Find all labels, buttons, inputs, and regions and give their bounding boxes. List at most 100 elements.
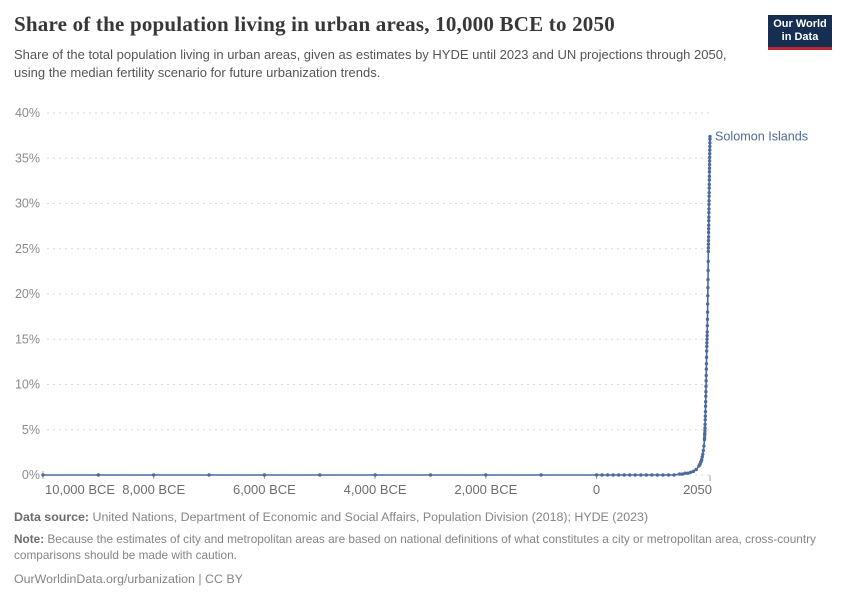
- data-point[interactable]: [628, 473, 632, 477]
- data-point[interactable]: [706, 230, 711, 235]
- data-point[interactable]: [706, 235, 711, 239]
- data-point[interactable]: [703, 404, 708, 408]
- data-point[interactable]: [706, 242, 711, 246]
- data-point[interactable]: [705, 323, 710, 328]
- data-point[interactable]: [702, 444, 706, 448]
- data-point[interactable]: [704, 394, 708, 398]
- data-point[interactable]: [703, 399, 708, 404]
- data-point[interactable]: [539, 473, 543, 477]
- data-point[interactable]: [633, 473, 637, 477]
- data-point[interactable]: [707, 162, 712, 167]
- data-point[interactable]: [701, 452, 705, 456]
- data-point[interactable]: [705, 317, 710, 322]
- data-point[interactable]: [703, 414, 708, 418]
- data-point[interactable]: [616, 473, 621, 477]
- data-point[interactable]: [705, 302, 710, 306]
- data-point[interactable]: [708, 152, 712, 156]
- data-point[interactable]: [622, 473, 626, 477]
- data-point[interactable]: [707, 170, 712, 174]
- data-point[interactable]: [262, 473, 267, 477]
- data-point[interactable]: [688, 470, 693, 474]
- data-point[interactable]: [318, 473, 322, 477]
- data-point[interactable]: [707, 182, 711, 187]
- data-point[interactable]: [605, 473, 610, 477]
- data-point[interactable]: [373, 473, 377, 477]
- data-point[interactable]: [683, 471, 687, 475]
- data-point[interactable]: [708, 134, 712, 139]
- data-point[interactable]: [707, 155, 712, 160]
- data-point[interactable]: [611, 473, 615, 477]
- data-point[interactable]: [704, 367, 709, 371]
- data-point[interactable]: [704, 373, 708, 378]
- data-point[interactable]: [686, 471, 690, 475]
- data-point[interactable]: [700, 455, 704, 459]
- data-point[interactable]: [639, 473, 643, 477]
- data-point[interactable]: [707, 174, 712, 179]
- data-point[interactable]: [691, 469, 696, 474]
- data-point[interactable]: [707, 159, 712, 163]
- data-point[interactable]: [704, 384, 708, 389]
- data-point[interactable]: [666, 473, 671, 477]
- data-point[interactable]: [706, 294, 710, 298]
- data-point[interactable]: [694, 467, 698, 472]
- data-point[interactable]: [702, 436, 707, 440]
- data-point[interactable]: [705, 341, 709, 345]
- data-point[interactable]: [706, 277, 710, 282]
- data-point[interactable]: [701, 448, 706, 453]
- data-point[interactable]: [706, 227, 711, 231]
- data-point[interactable]: [655, 473, 660, 477]
- data-point[interactable]: [41, 473, 45, 477]
- data-point[interactable]: [706, 285, 710, 290]
- data-point[interactable]: [644, 473, 649, 477]
- data-point[interactable]: [152, 473, 156, 477]
- data-point[interactable]: [703, 428, 707, 433]
- data-point[interactable]: [705, 337, 709, 341]
- data-point[interactable]: [707, 207, 711, 211]
- data-point[interactable]: [705, 344, 709, 349]
- data-point[interactable]: [707, 186, 711, 190]
- data-point[interactable]: [594, 473, 599, 477]
- data-point[interactable]: [484, 473, 488, 477]
- data-point[interactable]: [706, 249, 711, 254]
- data-point[interactable]: [704, 390, 708, 394]
- data-point[interactable]: [707, 210, 711, 215]
- data-point[interactable]: [706, 246, 711, 250]
- data-point[interactable]: [650, 473, 654, 477]
- data-point[interactable]: [707, 166, 712, 170]
- data-point[interactable]: [661, 473, 665, 477]
- entity-label[interactable]: Solomon Islands: [715, 130, 808, 144]
- data-point[interactable]: [708, 144, 712, 149]
- data-point[interactable]: [704, 355, 709, 360]
- data-point[interactable]: [96, 473, 101, 477]
- data-point[interactable]: [428, 473, 433, 477]
- data-point[interactable]: [707, 190, 711, 195]
- data-point[interactable]: [707, 223, 711, 227]
- data-point[interactable]: [707, 194, 711, 198]
- data-point[interactable]: [677, 472, 682, 476]
- data-point[interactable]: [704, 349, 709, 353]
- data-point[interactable]: [708, 137, 712, 141]
- data-point[interactable]: [703, 418, 707, 422]
- data-point[interactable]: [705, 310, 710, 314]
- series-line[interactable]: [42, 135, 711, 476]
- data-point[interactable]: [680, 472, 685, 476]
- data-point[interactable]: [600, 473, 604, 477]
- data-point[interactable]: [706, 259, 710, 264]
- data-point[interactable]: [705, 333, 709, 338]
- data-point[interactable]: [703, 431, 707, 436]
- data-point[interactable]: [703, 409, 708, 414]
- data-point[interactable]: [705, 330, 709, 334]
- citation-line[interactable]: OurWorldinData.org/urbanization | CC BY: [14, 571, 243, 586]
- data-point[interactable]: [706, 238, 711, 243]
- data-point[interactable]: [707, 199, 711, 203]
- data-point[interactable]: [700, 457, 704, 462]
- data-point[interactable]: [707, 215, 711, 219]
- data-point[interactable]: [207, 473, 211, 477]
- data-point[interactable]: [706, 268, 710, 273]
- data-point[interactable]: [707, 178, 712, 182]
- data-point[interactable]: [703, 426, 707, 430]
- data-point[interactable]: [707, 218, 711, 223]
- data-point[interactable]: [708, 141, 712, 145]
- data-point[interactable]: [704, 361, 709, 366]
